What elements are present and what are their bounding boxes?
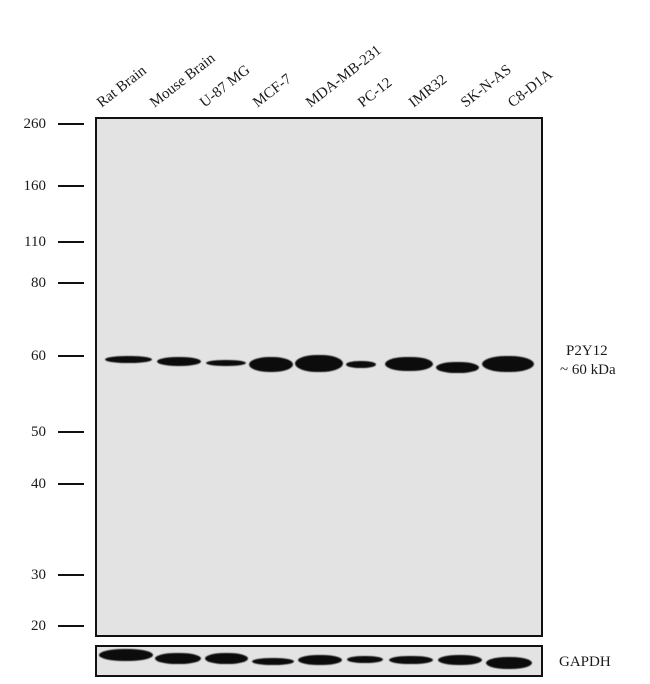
mw-marker-110: 110	[0, 234, 90, 250]
mw-marker-260: 260	[0, 116, 90, 132]
gapdh-band-mda-mb-231	[298, 655, 342, 665]
band-mouse-brain	[157, 357, 201, 366]
gapdh-band-u87-mg	[205, 653, 248, 664]
target-label: P2Y12 ~ 60 kDa	[560, 342, 616, 380]
gapdh-band-mcf7	[252, 658, 294, 665]
target-size: ~ 60 kDa	[560, 362, 616, 378]
loading-control-label: GAPDH	[559, 654, 611, 670]
tick-mark	[58, 625, 84, 627]
tick-mark	[58, 431, 84, 433]
gapdh-band-mouse-brain	[155, 653, 201, 664]
lane-label-sk-n-as: SK-N-AS	[458, 61, 515, 111]
tick-mark	[58, 355, 84, 357]
tick-mark	[58, 282, 84, 284]
tick-mark	[58, 185, 84, 187]
mw-marker-50: 50	[0, 424, 90, 440]
mw-marker-20: 20	[0, 618, 90, 634]
mw-marker-80: 80	[0, 275, 90, 291]
mw-marker-160: 160	[0, 178, 90, 194]
band-pc12	[346, 361, 376, 368]
tick-mark	[58, 123, 84, 125]
band-u87-mg	[206, 360, 246, 366]
lane-label-imr32: IMR32	[406, 71, 451, 111]
band-mcf7	[249, 357, 293, 372]
gapdh-band-c8-d1a	[486, 657, 532, 669]
mw-marker-30: 30	[0, 567, 90, 583]
lane-label-mcf7: MCF-7	[250, 71, 295, 111]
gapdh-band-sk-n-as	[438, 655, 482, 665]
band-imr32	[385, 357, 433, 371]
tick-mark	[58, 241, 84, 243]
tick-mark	[58, 483, 84, 485]
tick-mark	[58, 574, 84, 576]
band-sk-n-as	[436, 362, 479, 373]
target-name: P2Y12	[566, 343, 608, 359]
band-mda-mb-231	[295, 355, 343, 372]
mw-marker-60: 60	[0, 348, 90, 364]
lane-label-pc12: PC-12	[355, 74, 396, 111]
gapdh-band-rat-brain	[99, 649, 153, 661]
gapdh-band-pc12	[347, 656, 383, 663]
lane-label-rat-brain: Rat Brain	[94, 62, 150, 111]
main-blot-membrane	[95, 117, 543, 637]
gapdh-band-imr32	[389, 656, 433, 664]
band-c8-d1a	[482, 356, 534, 372]
mw-marker-40: 40	[0, 476, 90, 492]
gapdh-blot-membrane	[95, 645, 543, 677]
band-rat-brain	[105, 356, 152, 363]
